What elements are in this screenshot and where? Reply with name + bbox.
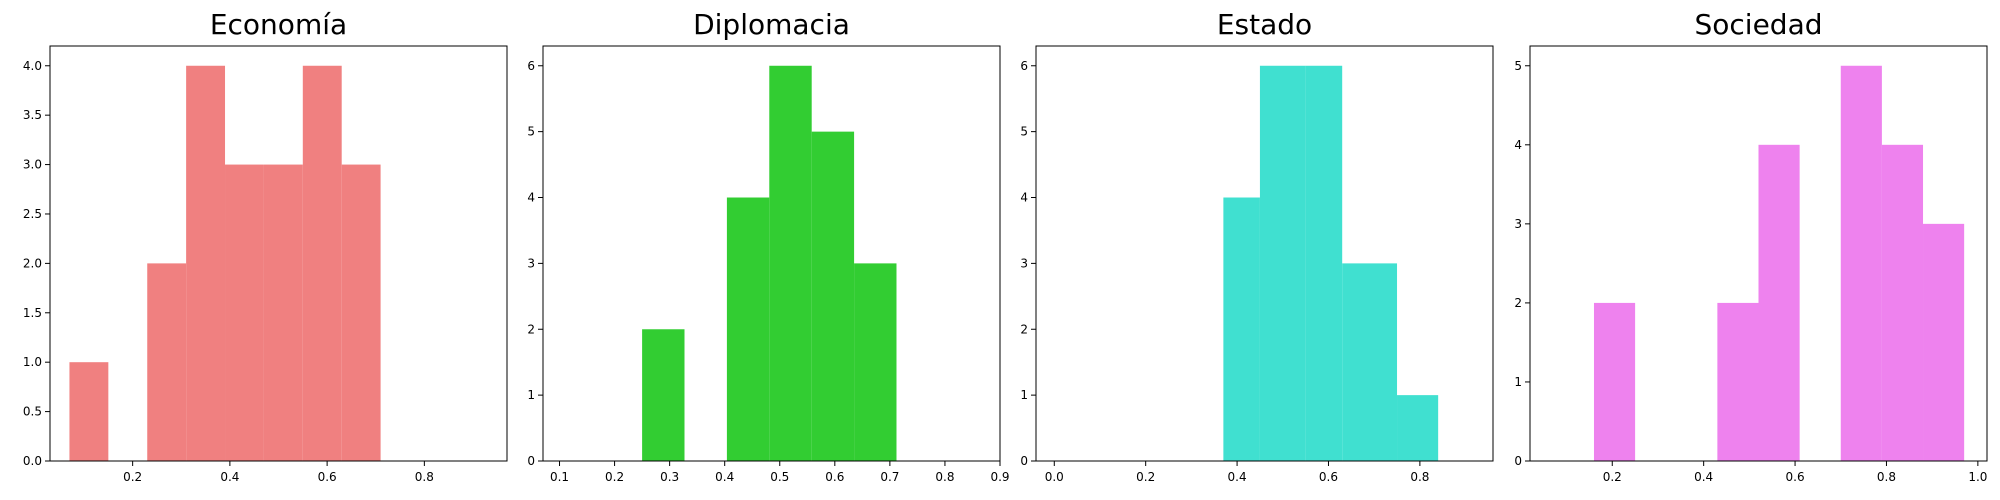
x-tick-label: 0.1: [550, 470, 569, 484]
y-tick-label: 1: [527, 388, 535, 402]
x-tick-label: 0.2: [605, 470, 624, 484]
histogram-bar: [186, 65, 226, 461]
histogram-panel: 0.1 0.2 0.3 0.4 0.5 0.6 0.7 0.8 0.9 0 1 2 3 4 5 6 Diplom…: [527, 8, 1009, 484]
histogram-bar: [1717, 302, 1759, 461]
y-tick-label: 6: [1020, 59, 1028, 73]
histogram-panel: 0.2 0.4 0.6 0.8 0.0 0.5 1.0 1.5 2.0 2.5 3.0 3.5 4.0 E…: [23, 8, 508, 484]
y-tick-label: 1.5: [23, 306, 42, 320]
histogram-bar: [69, 362, 109, 461]
y-tick-label: 0.0: [23, 454, 42, 468]
plot-frame: [49, 45, 508, 462]
y-tick-label: 5: [1514, 59, 1522, 73]
x-tick-label: 0.9: [990, 470, 1009, 484]
x-tick-label: 0.3: [660, 470, 679, 484]
panel-title: Sociedad: [1694, 8, 1822, 41]
histogram-bar: [642, 329, 685, 461]
histogram-bar: [854, 263, 897, 461]
x-tick-label: 0.8: [1877, 470, 1896, 484]
y-tick-label: 2: [527, 322, 535, 336]
x-tick-label: 0.8: [415, 470, 434, 484]
histogram-bar: [263, 164, 303, 462]
y-tick-label: 3: [1020, 256, 1028, 270]
y-tick-label: 5: [1020, 125, 1028, 139]
x-tick-label: 0.0: [1045, 470, 1064, 484]
histogram-bar: [1342, 263, 1398, 461]
x-tick-label: 0.8: [935, 470, 954, 484]
plot-frame: [1035, 45, 1494, 462]
y-tick-label: 2: [1020, 322, 1028, 336]
x-tick-label: 0.5: [770, 470, 789, 484]
x-tick-label: 0.6: [825, 470, 844, 484]
x-tick-label: 0.6: [318, 470, 337, 484]
y-tick-label: 3: [527, 256, 535, 270]
histogram-bar: [1758, 144, 1800, 462]
histogram-bar: [1881, 144, 1924, 462]
histogram-bar: [1923, 223, 1965, 461]
x-tick-label: 0.6: [1786, 470, 1805, 484]
plot-frame: [542, 45, 1001, 462]
y-tick-label: 4: [1020, 191, 1028, 205]
histogram-bar: [1305, 65, 1343, 461]
x-tick-label: 0.8: [1410, 470, 1429, 484]
y-tick-label: 1: [1514, 375, 1522, 389]
x-tick-label: 0.4: [220, 470, 239, 484]
y-tick-label: 3: [1514, 217, 1522, 231]
y-tick-label: 0: [1514, 454, 1522, 468]
y-tick-label: 0.5: [23, 405, 42, 419]
x-tick-label: 0.4: [1228, 470, 1247, 484]
histogram-bar: [341, 164, 381, 462]
y-tick-label: 0: [1020, 454, 1028, 468]
histogram-panel: 0.2 0.4 0.6 0.8 1.0 0 1 2 3 4 5 Sociedad: [1514, 8, 1988, 484]
y-tick-label: 5: [527, 125, 535, 139]
histogram-bar: [769, 65, 812, 461]
x-tick-label: 0.7: [880, 470, 899, 484]
y-tick-label: 3.5: [23, 108, 42, 122]
histogram-bar: [1223, 197, 1260, 461]
y-tick-label: 6: [527, 59, 535, 73]
panel-title: Diplomacia: [693, 8, 850, 41]
y-tick-label: 2.5: [23, 207, 42, 221]
panel-title: Estado: [1217, 8, 1312, 41]
histogram-bar: [726, 197, 770, 461]
histogram-bar: [1593, 302, 1636, 461]
y-tick-label: 2: [1514, 296, 1522, 310]
x-tick-label: 0.6: [1319, 470, 1338, 484]
histogram-bar: [811, 131, 855, 461]
histogram-bar: [225, 164, 264, 462]
histogram-panel: 0.0 0.2 0.4 0.6 0.8 0 1 2 3 4 5 6 Estado: [1020, 8, 1494, 484]
y-tick-label: 1: [1020, 388, 1028, 402]
y-tick-label: 0: [527, 454, 535, 468]
y-tick-label: 4.0: [23, 59, 42, 73]
histogram-bar: [1840, 65, 1882, 461]
x-tick-label: 0.2: [1603, 470, 1622, 484]
y-tick-label: 4: [1514, 138, 1522, 152]
x-tick-label: 0.4: [1694, 470, 1713, 484]
x-tick-label: 0.2: [123, 470, 142, 484]
x-tick-label: 0.4: [715, 470, 734, 484]
plot-frame: [1529, 45, 1988, 462]
histogram-bar: [147, 263, 187, 461]
histogram-bar: [1397, 395, 1439, 461]
histogram-bar: [302, 65, 342, 461]
y-tick-label: 1.0: [23, 355, 42, 369]
y-tick-label: 3.0: [23, 158, 42, 172]
x-tick-label: 0.2: [1136, 470, 1155, 484]
x-tick-label: 1.0: [1968, 470, 1987, 484]
y-tick-label: 2.0: [23, 256, 42, 270]
y-tick-label: 4: [527, 191, 535, 205]
panel-title: Economía: [210, 8, 347, 41]
histogram-bar: [1259, 65, 1306, 461]
